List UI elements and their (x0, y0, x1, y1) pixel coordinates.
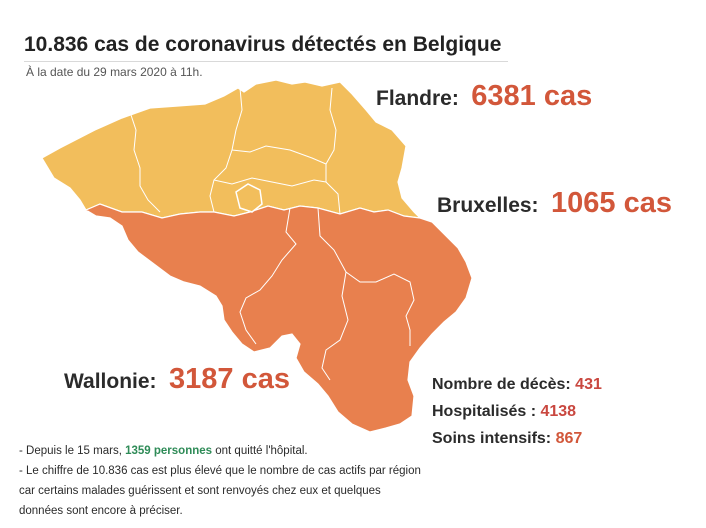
label-wallonie: Wallonie: 3187 cas (64, 363, 290, 396)
label-bruxelles: Bruxelles: 1065 cas (437, 187, 672, 220)
note-line-1: - Depuis le 15 mars, 1359 personnes ont … (19, 441, 421, 461)
note-1-highlight: 1359 personnes (125, 445, 213, 457)
wallonie-cases: 3187 cas (169, 363, 290, 395)
title-divider (24, 61, 508, 62)
stat-deaths: Nombre de décès: 431 (432, 376, 602, 403)
stat-deaths-value: 431 (575, 376, 602, 393)
wallonie-name: Wallonie: (64, 370, 157, 393)
note-line-2: - Le chiffre de 10.836 cas est plus élev… (19, 465, 421, 477)
bruxelles-cases: 1065 cas (551, 187, 672, 219)
province-borders-wallonie (239, 207, 415, 381)
stats-panel: Nombre de décès: 431 Hospitalisés : 4138… (432, 376, 602, 457)
page-title: 10.836 cas de coronavirus détectés en Be… (24, 33, 502, 56)
flandre-name: Flandre: (376, 87, 459, 110)
region-flandre[interactable] (41, 79, 422, 219)
region-wallonie[interactable] (84, 203, 473, 433)
label-flandre: Flandre: 6381 cas (376, 80, 592, 113)
region-bruxelles[interactable] (235, 183, 263, 213)
stat-hospitalized-label: Hospitalisés : (432, 403, 537, 420)
footnotes: - Depuis le 15 mars, 1359 personnes ont … (19, 441, 421, 521)
stat-intensive-care-label: Soins intensifs: (432, 430, 552, 447)
province-borders-flandre (129, 87, 341, 215)
stat-hospitalized-value: 4138 (540, 403, 577, 420)
stat-deaths-label: Nombre de décès: (432, 376, 571, 393)
bruxelles-name: Bruxelles: (437, 194, 539, 217)
page-subtitle: À la date du 29 mars 2020 à 11h. (26, 65, 203, 79)
note-1-suffix: ont quitté l'hôpital. (215, 445, 308, 457)
note-line-4: données sont encore à préciser. (19, 505, 183, 517)
note-1-prefix: - Depuis le 15 mars, (19, 445, 122, 457)
flandre-cases: 6381 cas (471, 80, 593, 112)
stat-hospitalized: Hospitalisés : 4138 (432, 403, 602, 430)
note-line-3: car certains malades guérissent et sont … (19, 485, 381, 497)
stat-intensive-care: Soins intensifs: 867 (432, 430, 602, 457)
stat-intensive-care-value: 867 (555, 430, 583, 447)
